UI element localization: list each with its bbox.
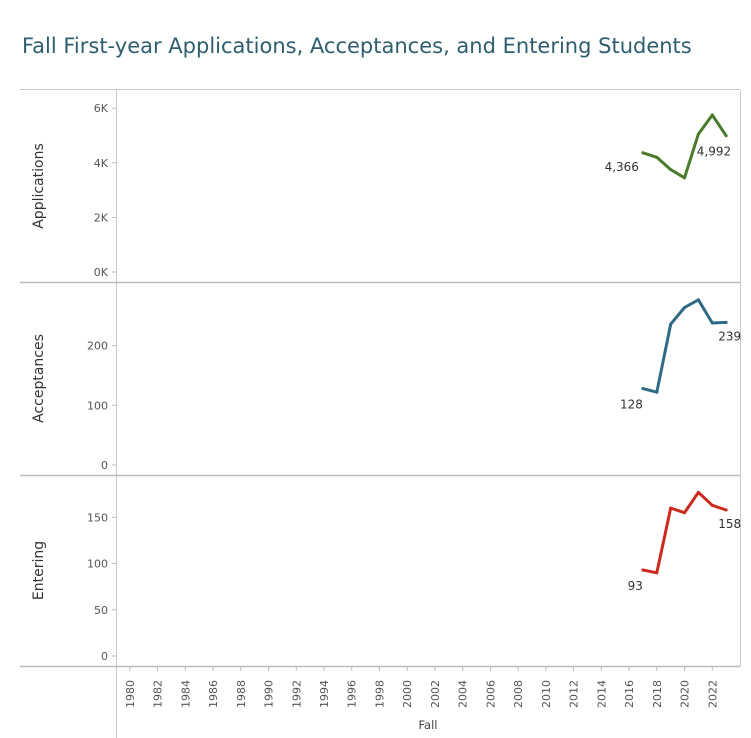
x-tick-label: 1990 (263, 680, 276, 708)
x-tick-label: 2014 (595, 680, 608, 708)
chart-title: Fall First-year Applications, Acceptance… (22, 34, 692, 58)
data-label: 128 (620, 398, 643, 412)
data-point (669, 168, 673, 172)
x-tick-label: 2010 (540, 680, 553, 708)
y-tick-label: 4K (94, 157, 109, 170)
data-label: 4,366 (605, 160, 639, 174)
data-point (710, 503, 714, 507)
y-tick-label: 50 (94, 604, 108, 617)
x-tick-label: 2022 (706, 680, 719, 708)
x-tick-label: 1996 (346, 680, 359, 708)
x-tick-label: 2002 (429, 680, 442, 708)
x-tick-label: 1992 (290, 680, 303, 708)
x-tick-label: 2012 (568, 680, 581, 708)
x-tick-label: 2008 (512, 680, 525, 708)
data-point (655, 390, 659, 394)
data-point (669, 322, 673, 326)
x-tick-label: 2006 (484, 680, 497, 708)
x-tick-label: 2000 (401, 680, 414, 708)
x-tick-label: 1998 (373, 680, 386, 708)
x-tick-label: 2020 (679, 680, 692, 708)
data-point (696, 132, 700, 136)
x-tick-label: 1982 (152, 680, 165, 708)
x-tick-label: 1988 (235, 680, 248, 708)
series-line-acceptances (641, 298, 728, 394)
x-tick-label: 2018 (651, 680, 664, 708)
data-point (641, 568, 645, 572)
data-point (683, 176, 687, 180)
data-point (696, 298, 700, 302)
data-point (724, 508, 728, 512)
x-tick-label: 1986 (207, 680, 220, 708)
x-tick-label: 1994 (318, 680, 331, 708)
y-tick-label: 150 (87, 511, 108, 524)
data-point (641, 387, 645, 391)
y-tick-label: 0 (101, 650, 108, 663)
data-point (669, 506, 673, 510)
data-label: 4,992 (697, 145, 731, 159)
panel-applications: Applications 0K 2K 4K 6K 4,366 4,992 (31, 102, 731, 279)
data-label: 93 (628, 579, 643, 593)
data-point (696, 490, 700, 494)
x-tick-label: 2016 (623, 680, 636, 708)
y-tick-label: 6K (94, 102, 109, 115)
data-point (655, 571, 659, 575)
y-tick-label: 0 (101, 459, 108, 472)
y-tick-label: 100 (87, 399, 108, 412)
data-point (710, 321, 714, 325)
data-point (683, 306, 687, 310)
y-axis-title: Acceptances (31, 334, 47, 423)
y-tick-label: 0K (94, 266, 109, 279)
y-axis-title: Entering (31, 541, 47, 600)
y-tick-label: 200 (87, 340, 108, 353)
x-tick-label: 1980 (124, 680, 137, 708)
y-tick-label: 100 (87, 558, 108, 571)
y-tick-label: 2K (94, 211, 109, 224)
data-point (710, 113, 714, 117)
data-point (724, 134, 728, 138)
x-axis-title: Fall (419, 718, 438, 732)
x-tick-label: 1984 (179, 680, 192, 708)
data-point (641, 151, 645, 155)
data-label: 239 (718, 329, 741, 343)
panel-entering: Entering 0 50 100 150 93 158 (31, 490, 741, 663)
data-point (655, 155, 659, 159)
panel-acceptances: Acceptances 0 100 200 128 239 (31, 298, 741, 472)
series-line-entering (641, 490, 728, 575)
data-point (724, 320, 728, 324)
x-tick-label: 2004 (457, 680, 470, 708)
data-point (683, 511, 687, 515)
y-axis-title: Applications (31, 143, 47, 229)
data-label: 158 (718, 517, 741, 531)
